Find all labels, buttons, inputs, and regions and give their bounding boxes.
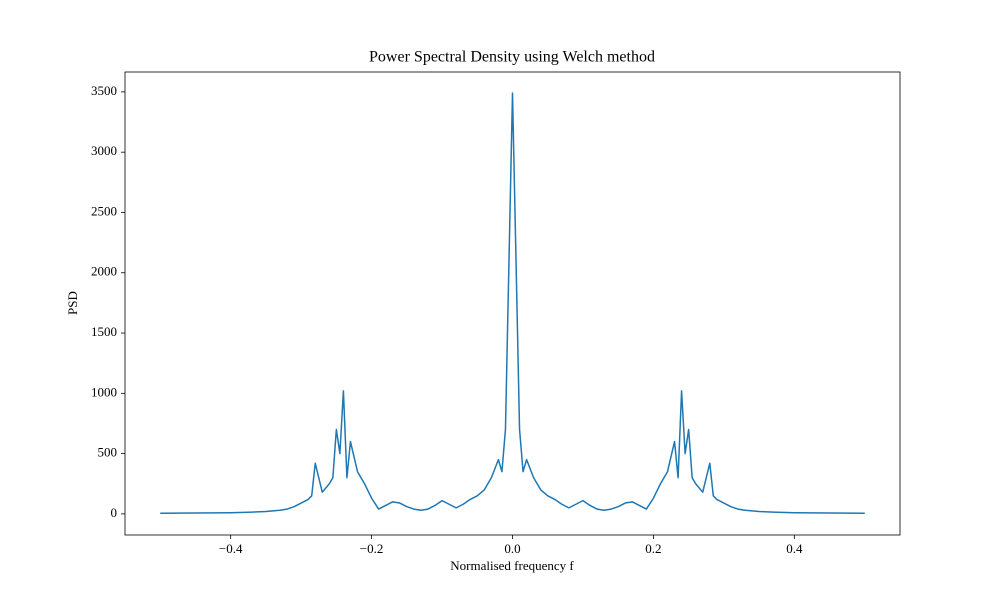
y-tick-label: 2500 xyxy=(91,203,117,218)
x-tick-label: −0.4 xyxy=(219,541,243,556)
x-tick-label: 0.0 xyxy=(504,541,520,556)
x-tick-label: 0.4 xyxy=(786,541,803,556)
plot-frame xyxy=(124,71,901,536)
x-tick-label: 0.2 xyxy=(645,541,661,556)
x-axis-label: Normalised frequency f xyxy=(450,558,574,573)
chart-title: Power Spectral Density using Welch metho… xyxy=(369,49,655,66)
y-tick-label: 2000 xyxy=(91,264,117,279)
x-tick-label: −0.2 xyxy=(360,541,384,556)
y-tick-label: 3000 xyxy=(91,143,117,158)
line-series xyxy=(160,92,865,515)
y-tick-label: 0 xyxy=(111,505,118,520)
y-axis-label: PSD xyxy=(65,291,80,315)
y-tick-label: 1500 xyxy=(91,324,117,339)
y-tick-label: 3500 xyxy=(91,83,117,98)
y-tick-label: 1000 xyxy=(91,384,117,399)
y-tick-label: 500 xyxy=(98,445,118,460)
